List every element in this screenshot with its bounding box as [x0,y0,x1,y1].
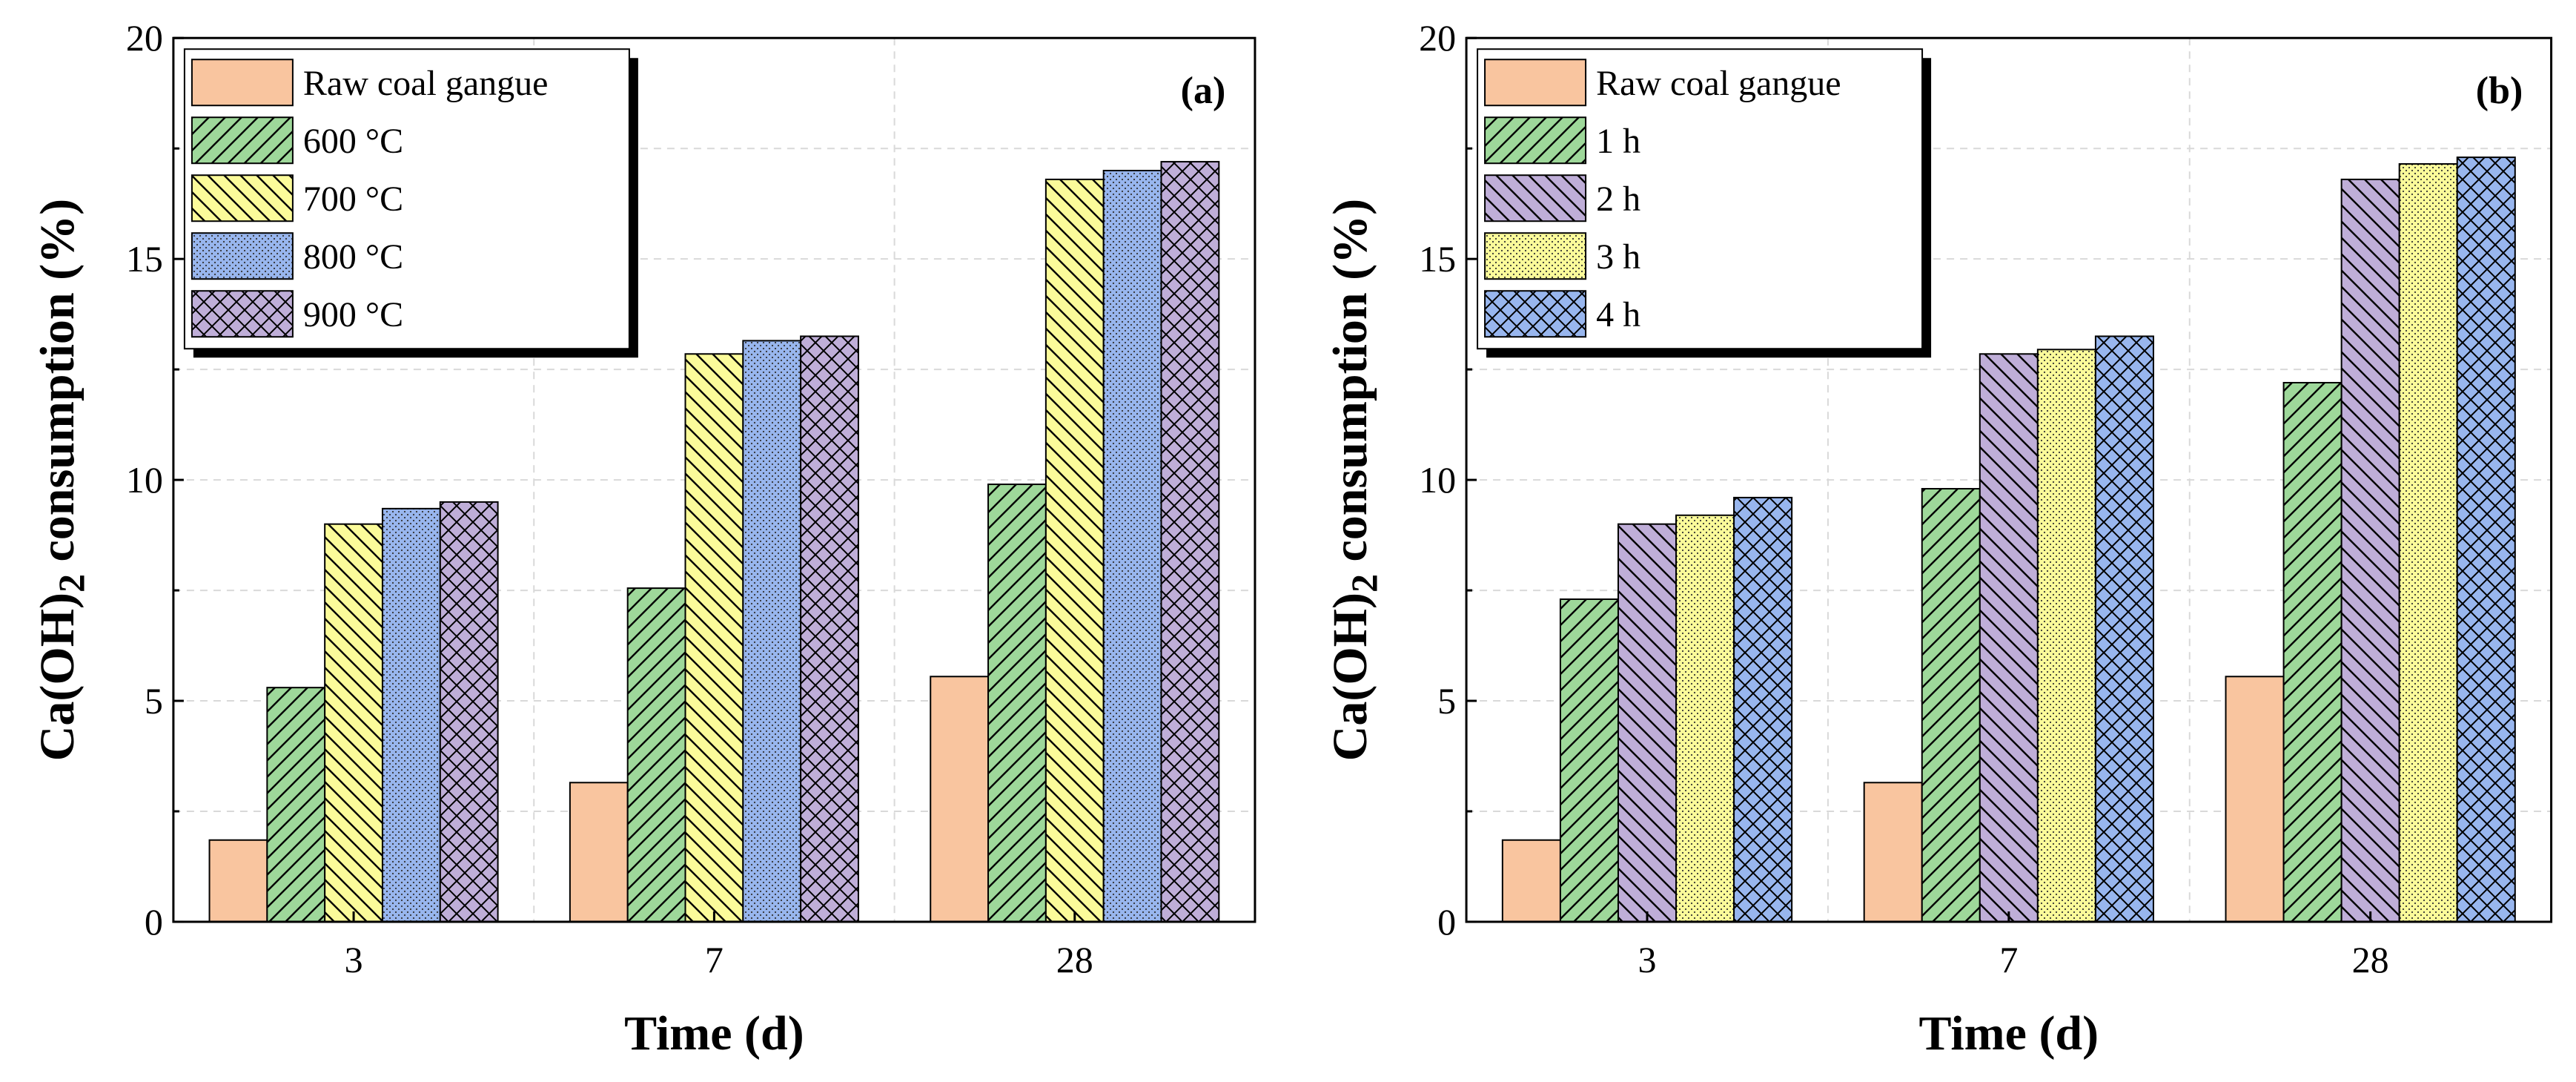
legend-label: 1 h [1596,122,1640,161]
legend: Raw coal gangue 1 h 2 h 3 h 4 h [1477,48,1932,358]
panel-label: (a) [1181,70,1226,112]
bar-7d-series-2 [626,587,686,923]
bar-28d-series-5 [1160,161,1220,923]
bar-28d-series-1 [2225,676,2285,923]
bar-7d-series-1 [1863,782,1923,923]
legend-label: 4 h [1596,295,1640,334]
legend-swatch [191,116,294,165]
bar-28d-series-2 [987,484,1047,923]
legend-swatch [191,232,294,280]
legend-label: Raw coal gangue [303,64,549,103]
x-tick-label: 28 [1056,939,1093,980]
bar-3d-series-4 [381,507,441,923]
bar-28d-series-3 [2340,178,2400,923]
legend-label: 800 °C [303,237,403,277]
panel-label: (b) [2476,70,2523,112]
bar-7d-series-4 [2036,349,2096,923]
y-axis-title: Ca(OH)2 consumption (%) [1323,199,1385,761]
bar-3d-series-2 [266,687,326,923]
bar-7d-series-3 [1979,353,2039,923]
y-axis-title: Ca(OH)2 consumption (%) [30,199,92,761]
legend-swatch [1484,116,1587,165]
bar-7d-series-5 [800,335,859,923]
bar-7d-series-1 [569,782,629,923]
legend-label: 3 h [1596,237,1640,277]
legend-swatch [1484,59,1587,107]
y-tick-label: 10 [126,459,163,501]
bar-3d-series-1 [208,839,268,923]
bar-3d-series-4 [1675,514,1735,923]
bar-7d-series-4 [742,340,802,923]
legend-swatch [1484,174,1587,222]
y-tick-label: 5 [145,680,163,722]
y-tick-label: 15 [1419,238,1456,280]
bar-7d-series-2 [1921,488,1981,923]
bar-3d-series-5 [439,501,499,923]
bar-28d-series-4 [2398,163,2458,923]
legend-swatch [1484,290,1587,338]
y-tick-label: 10 [1419,459,1456,501]
x-tick-label: 3 [1638,939,1656,980]
legend-label: 700 °C [303,179,403,219]
x-tick-label: 3 [345,939,363,980]
bar-3d-series-3 [324,523,383,923]
legend: Raw coal gangue 600 °C 700 °C 800 °C 900 °C [183,48,638,358]
legend-label: 600 °C [303,122,403,161]
bar-3d-series-2 [1559,598,1619,923]
chart-panel-a: 0 5 10 15 20 3 7 28 Time (d) Ca(OH)2 consumption … [30,17,1256,1060]
y-tick-label: 20 [1419,17,1456,59]
y-tick-label: 5 [1437,680,1456,722]
x-tick-label: 7 [705,939,724,980]
bar-28d-series-5 [2456,156,2516,923]
legend-label: Raw coal gangue [1596,64,1841,103]
bar-28d-series-3 [1044,178,1105,923]
bar-28d-series-1 [930,676,990,923]
x-axis-title: Time (d) [624,1006,804,1060]
legend-swatch [191,174,294,222]
bar-7d-series-5 [2094,335,2154,923]
bar-28d-series-4 [1102,169,1162,923]
legend-swatch [191,59,294,107]
bar-3d-series-1 [1501,839,1561,923]
legend-swatch [191,290,294,338]
x-tick-label: 28 [2352,939,2389,980]
bar-3d-series-5 [1733,496,1793,923]
legend-label: 900 °C [303,295,403,334]
legend-label: 2 h [1596,179,1640,219]
bar-7d-series-3 [684,353,744,923]
chart-panel-b: 0 5 10 15 20 3 7 28 Time (d) Ca(OH)2 consumption … [1323,17,2553,1060]
bar-28d-series-2 [2282,382,2342,923]
y-tick-label: 0 [145,901,163,943]
bar-3d-series-3 [1617,523,1678,923]
y-tick-label: 15 [126,238,163,280]
y-tick-label: 20 [126,17,163,59]
legend-swatch [1484,232,1587,280]
y-tick-label: 0 [1437,901,1456,943]
x-tick-label: 7 [1999,939,2018,980]
x-axis-title: Time (d) [1919,1006,2099,1060]
